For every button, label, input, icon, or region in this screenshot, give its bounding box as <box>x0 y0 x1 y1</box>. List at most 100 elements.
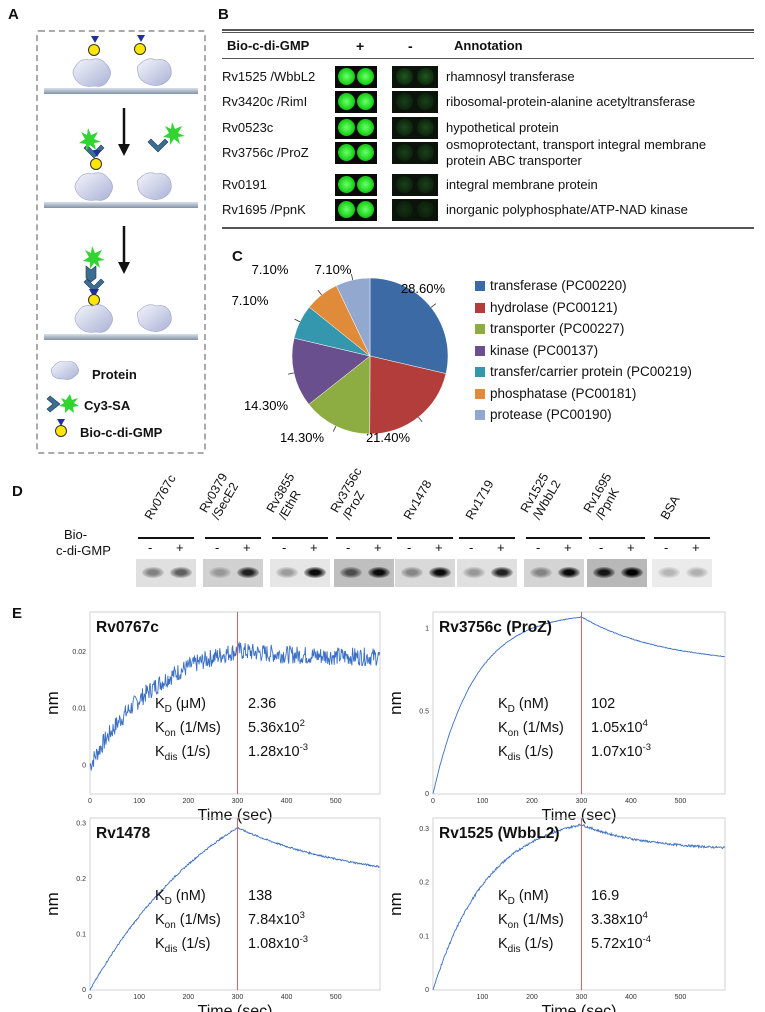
legend-swatch <box>475 324 485 334</box>
param-subscript: dis <box>508 752 521 763</box>
plus-spot <box>357 201 374 218</box>
kinetic-curve <box>89 641 381 771</box>
blot-lane-image <box>334 559 394 587</box>
blot-band <box>429 567 451 578</box>
plot-title: Rv1478 <box>96 825 151 842</box>
blot-lane-bar <box>589 537 645 539</box>
param-unit: (nM) <box>519 888 549 904</box>
blot-minus-label: - <box>664 540 669 555</box>
y-tick-label: 0.3 <box>76 821 86 828</box>
plus-spot-pair <box>335 91 377 113</box>
blot-minus-label: - <box>346 540 351 555</box>
param-subscript: D <box>508 704 515 715</box>
param-value: 1.28x10-3 <box>248 742 308 760</box>
param-name: KD (nM) <box>498 696 549 715</box>
minus-spot <box>417 144 434 161</box>
kinetic-curve <box>432 823 725 991</box>
param-name: Kon (1/Ms) <box>155 720 221 739</box>
y-axis-label: nm <box>386 691 405 715</box>
step1-unbound-protein <box>134 35 172 86</box>
param-value-base: 16.9 <box>591 888 619 904</box>
y-tick-label: 0 <box>82 987 86 994</box>
blot-lane-label: Rv0767c <box>142 472 179 522</box>
pie-leader-line <box>351 273 354 281</box>
protein-name: Rv3420c /RimI <box>222 94 308 109</box>
panel-label-a: A <box>8 6 19 23</box>
cy3-sa-icon <box>46 394 79 413</box>
param-unit: (μM) <box>176 696 206 712</box>
x-axis-label: Time (sec) <box>198 807 273 824</box>
blot-lane-label: Rv1719 <box>463 478 497 522</box>
blot-row-label-2: c-di-GMP <box>56 543 111 558</box>
param-subscript: dis <box>508 944 521 955</box>
x-tick-label: 200 <box>526 994 538 1001</box>
protein-name: Rv0191 <box>222 177 267 192</box>
param-subscript: on <box>165 728 176 739</box>
x-axis-label: Time (sec) <box>198 1003 273 1012</box>
param-unit: (1/s) <box>181 936 210 952</box>
minus-spot-pair <box>392 142 438 164</box>
blot-band <box>304 567 326 578</box>
pie-leader-line <box>332 425 337 432</box>
blot-minus-label: - <box>215 540 220 555</box>
blot-lane-image <box>587 559 647 587</box>
param-symbol: K <box>155 936 165 952</box>
pie-leader-line <box>430 303 437 308</box>
param-unit: (1/Ms) <box>180 720 221 736</box>
blot-band <box>593 567 615 578</box>
plot-title: Rv1525 (WbbL2) <box>439 825 560 842</box>
param-exponent: 4 <box>643 910 648 921</box>
legend-label: transferase (PC00220) <box>490 278 627 293</box>
x-tick-label: 500 <box>675 994 687 1001</box>
blot-lane-bar <box>272 537 328 539</box>
legend-protein-label: Protein <box>92 367 137 382</box>
blot-plus-label: + <box>435 540 443 555</box>
param-value-base: 1.28x10 <box>248 744 300 760</box>
minus-spot <box>396 93 413 110</box>
y-axis-label: nm <box>386 892 405 916</box>
protein-icon <box>51 361 79 380</box>
blot-band <box>686 567 708 578</box>
param-exponent: -3 <box>300 934 308 945</box>
plus-spot-pair <box>335 174 377 196</box>
x-tick-label: 300 <box>232 994 244 1001</box>
blot-band <box>491 567 513 578</box>
blot-band <box>401 567 423 578</box>
legend-label: transporter (PC00227) <box>490 321 625 336</box>
pie-percent-label: 7.10% <box>315 262 352 277</box>
annotation-line-1: integral membrane protein <box>446 177 598 192</box>
param-exponent: -3 <box>643 742 651 753</box>
blot-minus-label: - <box>148 540 153 555</box>
table-top-rule <box>222 29 754 31</box>
legend-swatch <box>475 345 485 356</box>
plus-spot <box>357 68 374 85</box>
legend-swatch <box>475 281 485 291</box>
protein-name: Rv3756c /ProZ <box>222 145 309 160</box>
panel-label-e: E <box>12 605 23 622</box>
param-name: KD (nM) <box>498 888 549 907</box>
x-tick-label: 300 <box>576 994 588 1001</box>
minus-spot <box>396 144 413 161</box>
minus-spot-pair <box>392 117 438 139</box>
minus-spot-pair <box>392 199 438 221</box>
panel-label-c: C <box>232 248 243 265</box>
blot-lane-label: Rv1478 <box>401 478 435 522</box>
pie-slice <box>369 355 447 435</box>
blot-band <box>530 567 552 578</box>
annotation-text: osmoprotectant, transport integral membr… <box>446 137 706 169</box>
minus-spot <box>417 93 434 110</box>
annotation-text: rhamnosyl transferase <box>446 69 575 85</box>
y-axis-label: nm <box>43 691 62 715</box>
pie-leader-line <box>294 318 301 323</box>
step2-streptavidin-left <box>79 128 105 159</box>
step2-streptavidin-right <box>147 122 185 153</box>
legend-swatch <box>475 367 485 377</box>
blot-lane-image <box>395 559 455 587</box>
blot-lane-bar <box>459 537 515 539</box>
pie-leader-line <box>317 289 322 296</box>
x-tick-label: 400 <box>281 798 293 805</box>
param-exponent: -3 <box>300 742 308 753</box>
param-value-base: 138 <box>248 888 272 904</box>
param-value: 1.08x10-3 <box>248 934 308 952</box>
blot-band <box>368 567 390 578</box>
